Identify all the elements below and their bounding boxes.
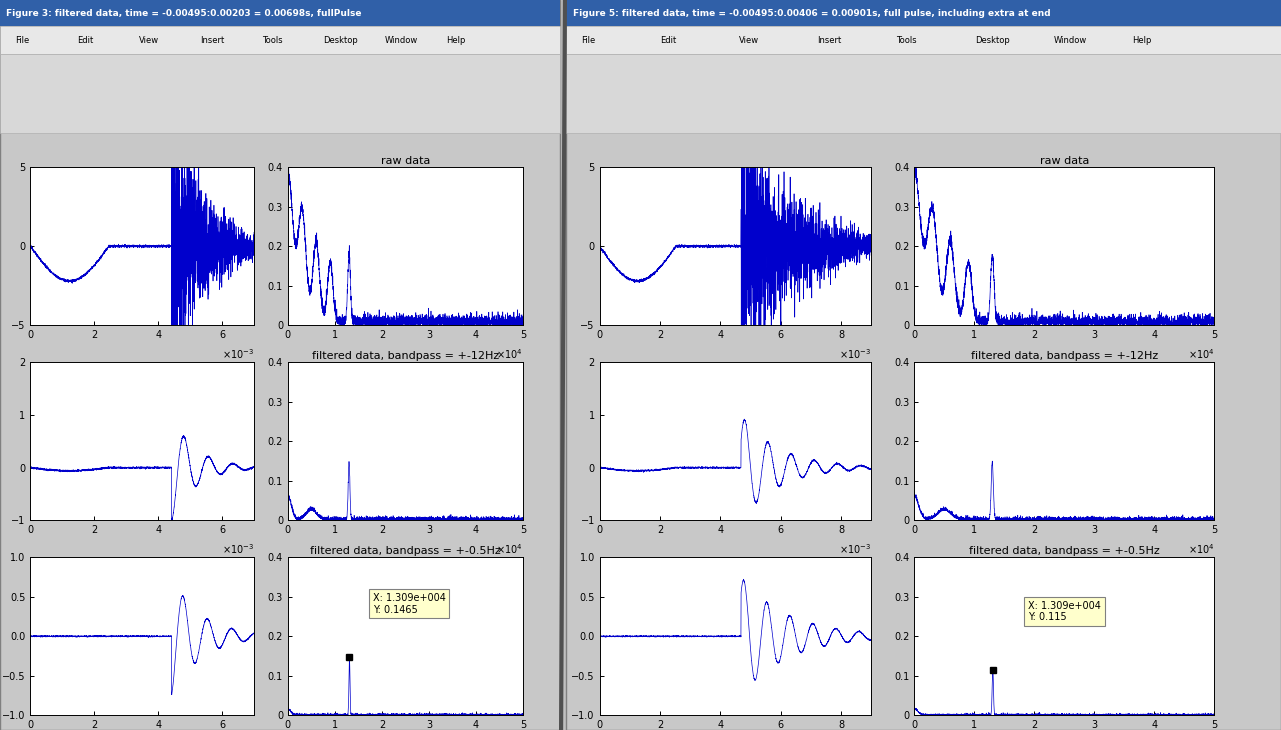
Text: View: View [138, 36, 159, 45]
Text: Desktop: Desktop [323, 36, 357, 45]
Text: Desktop: Desktop [975, 36, 1009, 45]
Text: View: View [739, 36, 758, 45]
Title: raw data: raw data [1040, 156, 1089, 166]
Text: $\times10^{4}$: $\times10^{4}$ [1187, 347, 1214, 361]
Text: Help: Help [446, 36, 466, 45]
Text: File: File [582, 36, 596, 45]
Title: filtered data, bandpass = +-12Hz: filtered data, bandpass = +-12Hz [311, 351, 500, 361]
Title: raw data: raw data [380, 156, 430, 166]
Text: File: File [15, 36, 29, 45]
Title: filtered data, bandpass = +-0.5Hz: filtered data, bandpass = +-0.5Hz [310, 547, 501, 556]
Text: Insert: Insert [200, 36, 224, 45]
Text: Tools: Tools [897, 36, 917, 45]
Text: Figure 3: filtered data, time = -0.00495:0.00203 = 0.00698s, fullPulse: Figure 3: filtered data, time = -0.00495… [6, 9, 363, 18]
Text: Figure 5: filtered data, time = -0.00495:0.00406 = 0.00901s, full pulse, includi: Figure 5: filtered data, time = -0.00495… [573, 9, 1050, 18]
Title: filtered data, bandpass = +-0.5Hz: filtered data, bandpass = +-0.5Hz [968, 547, 1159, 556]
Text: $\times10^{-3}$: $\times10^{-3}$ [222, 542, 255, 556]
Text: $\times10^{-3}$: $\times10^{-3}$ [839, 347, 871, 361]
Text: $\times10^{4}$: $\times10^{4}$ [496, 542, 523, 556]
Text: Edit: Edit [660, 36, 676, 45]
Text: $\times10^{-3}$: $\times10^{-3}$ [839, 542, 871, 556]
Title: filtered data, bandpass = +-12Hz: filtered data, bandpass = +-12Hz [971, 351, 1158, 361]
Text: Insert: Insert [817, 36, 842, 45]
Text: X: 1.309e+004
Y: 0.1465: X: 1.309e+004 Y: 0.1465 [373, 593, 446, 615]
Text: $\times10^{4}$: $\times10^{4}$ [1187, 542, 1214, 556]
Text: X: 1.309e+004
Y: 0.115: X: 1.309e+004 Y: 0.115 [1029, 601, 1102, 623]
Text: Window: Window [384, 36, 418, 45]
Text: Tools: Tools [261, 36, 282, 45]
Text: Help: Help [1132, 36, 1152, 45]
Text: $\times10^{4}$: $\times10^{4}$ [496, 347, 523, 361]
Text: $\times10^{-3}$: $\times10^{-3}$ [222, 347, 255, 361]
Text: Edit: Edit [77, 36, 94, 45]
Text: Window: Window [1053, 36, 1086, 45]
